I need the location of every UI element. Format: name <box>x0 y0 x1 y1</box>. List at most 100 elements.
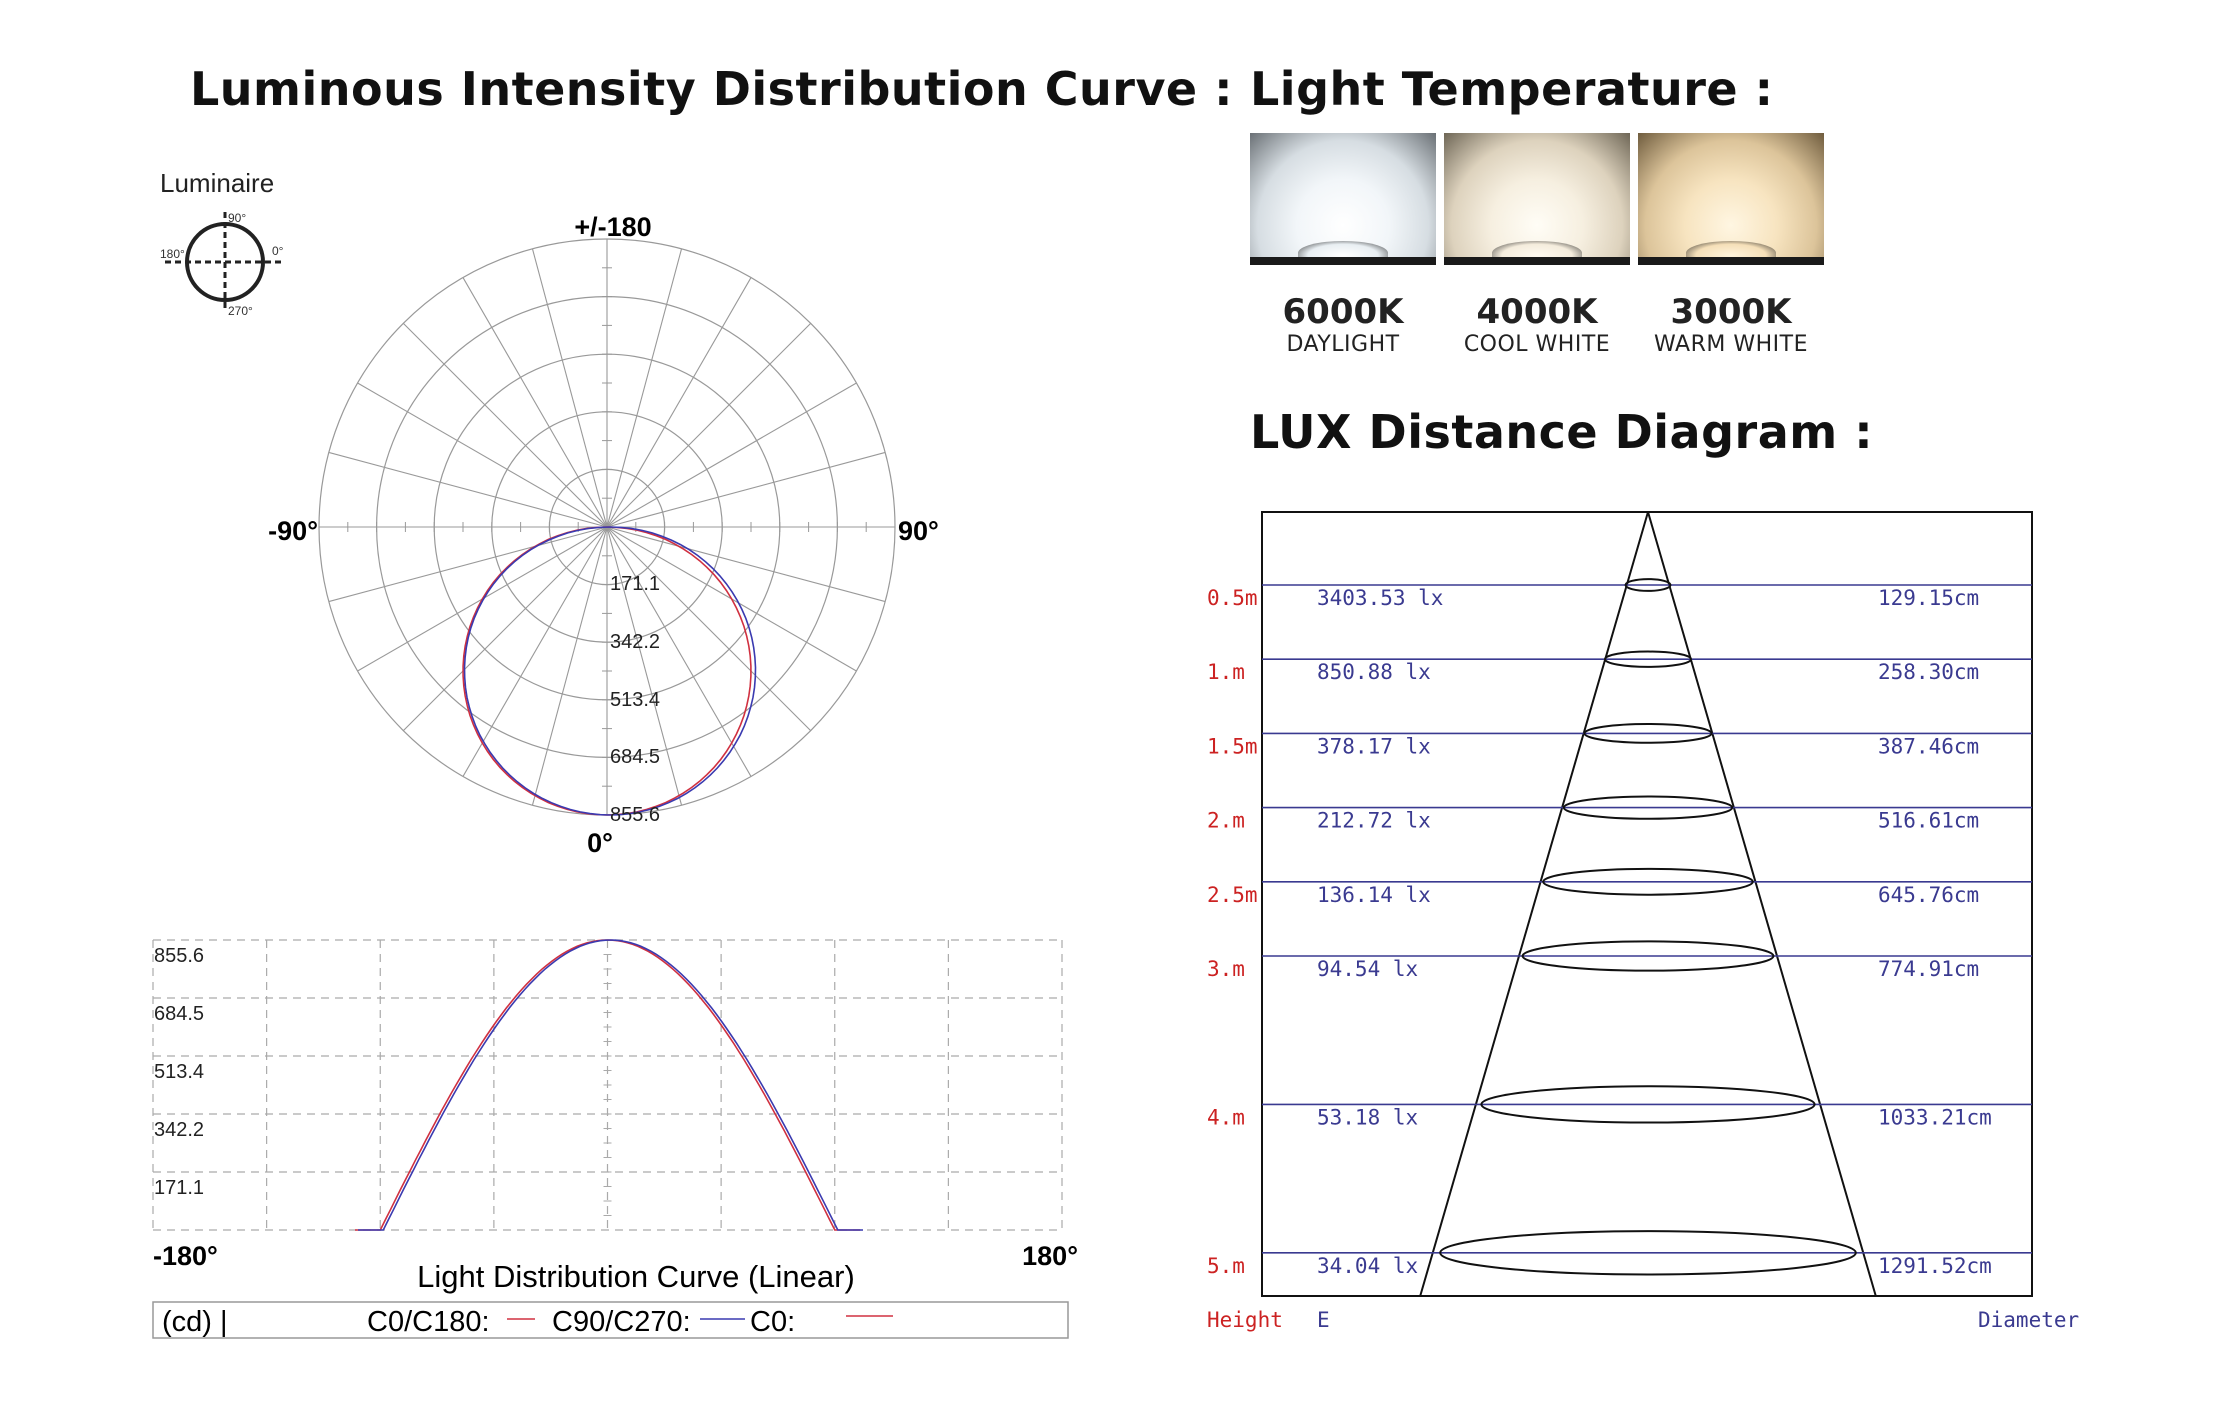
polar-tick-513: 513.4 <box>610 689 660 711</box>
luminaire-icon: 90° 0° 180° 270° <box>160 211 285 318</box>
polar-tick-342: 342.2 <box>610 631 660 653</box>
lux-ring <box>1583 722 1713 744</box>
polar-spoke <box>531 248 608 528</box>
linear-ytick-342: 342.2 <box>154 1119 204 1141</box>
kelvin-3000: 3000K <box>1670 292 1792 332</box>
polar-tick-684: 684.5 <box>610 746 660 768</box>
polar-spoke <box>606 277 752 528</box>
lux-value: 212.72 lx <box>1317 809 1431 833</box>
lux-footer-diameter: Diameter <box>1978 1308 2079 1332</box>
polar-spoke <box>357 382 608 528</box>
swatch-3000k <box>1638 133 1824 265</box>
temperature-title: Light Temperature : <box>1250 62 1774 116</box>
lux-ring <box>1480 1085 1816 1124</box>
polar-radial-ticks: 171.1 342.2 513.4 684.5 855.6 <box>610 573 660 826</box>
lux-ring <box>1439 1230 1857 1276</box>
legend-c0-label: C0: <box>750 1306 795 1338</box>
luminaire-angle-90: 90° <box>228 211 246 225</box>
lux-diameter: 1033.21cm <box>1878 1105 1992 1129</box>
polar-spoke <box>402 526 608 732</box>
floor-band <box>1444 257 1630 265</box>
lux-ring <box>1604 650 1692 668</box>
polar-tick-171: 171.1 <box>610 573 660 595</box>
lux-footer-height: Height <box>1207 1308 1283 1332</box>
lux-diameter: 516.61cm <box>1878 809 1979 833</box>
polar-spoke <box>402 322 608 528</box>
lux-ring <box>1624 578 1672 592</box>
swatch-4000k <box>1444 133 1630 265</box>
lux-cone-right <box>1647 511 1877 1297</box>
linear-ytick-855: 855.6 <box>154 945 204 967</box>
lux-height-label: 2.5m <box>1207 883 1258 907</box>
legend-unit: (cd) | <box>162 1306 228 1338</box>
polar-spoke <box>606 526 752 777</box>
lux-diagram: 0.5m 3403.53 lx 129.15cm 1.m 850.88 lx 258.30… <box>1207 511 2033 1297</box>
lux-value: 34.04 lx <box>1317 1254 1418 1278</box>
polar-right-label: 90° <box>898 516 939 546</box>
lux-diameter: 774.91cm <box>1878 957 1979 981</box>
lux-title: LUX Distance Diagram : <box>1250 405 1874 459</box>
polar-tick-855: 855.6 <box>610 804 660 826</box>
linear-x-left-label: -180° <box>153 1241 218 1271</box>
lux-value: 136.14 lx <box>1317 883 1431 907</box>
luminaire-angle-270: 270° <box>228 304 253 318</box>
linear-legend: (cd) | C0/C180: C90/C270: C0: <box>152 1301 1069 1339</box>
lux-diameter: 129.15cm <box>1878 586 1979 610</box>
legend-c90-c270-label: C90/C270: <box>552 1306 691 1338</box>
polar-spoke <box>606 526 886 603</box>
polar-spoke <box>606 248 683 528</box>
swatch-6000k <box>1250 133 1436 265</box>
lux-footer-e: E <box>1317 1308 1330 1332</box>
lux-height-label: 4.m <box>1207 1105 1245 1129</box>
lux-ring <box>1521 940 1775 972</box>
lux-value: 3403.53 lx <box>1317 586 1443 610</box>
lux-diameter: 1291.52cm <box>1878 1254 1992 1278</box>
lux-value: 850.88 lx <box>1317 660 1431 684</box>
polar-spoke <box>531 526 608 806</box>
lux-height-label: 2.m <box>1207 809 1245 833</box>
lux-height-label: 1.m <box>1207 660 1245 684</box>
floor-band <box>1250 257 1436 265</box>
lux-ring <box>1562 795 1734 820</box>
polar-spoke <box>328 526 608 603</box>
lux-cone-left <box>1419 511 1649 1297</box>
name-daylight: DAYLIGHT <box>1286 332 1400 357</box>
distribution-title: Luminous Intensity Distribution Curve : <box>190 62 1234 116</box>
lux-value: 53.18 lx <box>1317 1105 1418 1129</box>
polar-spoke <box>606 322 812 528</box>
lux-diameter: 645.76cm <box>1878 883 1979 907</box>
lux-height-label: 3.m <box>1207 957 1245 981</box>
luminaire-angle-0: 0° <box>272 244 284 258</box>
linear-chart-title: Light Distribution Curve (Linear) <box>417 1259 855 1294</box>
polar-spoke <box>606 526 812 732</box>
polar-spoke <box>606 382 857 528</box>
legend-c0-c180-label: C0/C180: <box>367 1306 490 1338</box>
linear-ytick-513: 513.4 <box>154 1061 204 1083</box>
polar-left-label: -90° <box>268 516 318 546</box>
luminaire-angle-180: 180° <box>160 247 185 261</box>
polar-spoke <box>606 451 886 528</box>
linear-series-c90-c270 <box>358 939 863 1231</box>
luminaire-label: Luminaire <box>160 168 275 198</box>
lux-value: 378.17 lx <box>1317 734 1431 758</box>
polar-top-label: +/-180 <box>574 212 651 242</box>
lux-height-label: 1.5m <box>1207 734 1258 758</box>
name-warm-white: WARM WHITE <box>1654 332 1808 357</box>
name-cool-white: COOL WHITE <box>1463 332 1611 357</box>
lux-height-label: 0.5m <box>1207 586 1258 610</box>
polar-chart <box>318 238 896 816</box>
floor-band <box>1638 257 1824 265</box>
linear-chart <box>152 939 1063 1231</box>
lux-value: 94.54 lx <box>1317 957 1418 981</box>
lux-ring <box>1542 867 1754 896</box>
polar-spoke <box>462 526 608 777</box>
polar-bottom-label: 0° <box>587 828 613 858</box>
lux-diameter: 387.46cm <box>1878 734 1979 758</box>
lux-diameter: 258.30cm <box>1878 660 1979 684</box>
linear-ytick-684: 684.5 <box>154 1003 204 1025</box>
linear-ytick-171: 171.1 <box>154 1177 204 1199</box>
polar-spoke <box>606 526 683 806</box>
polar-series-c90-c270 <box>463 526 757 816</box>
linear-y-ticks: 855.6 684.5 513.4 342.2 171.1 <box>154 945 204 1199</box>
